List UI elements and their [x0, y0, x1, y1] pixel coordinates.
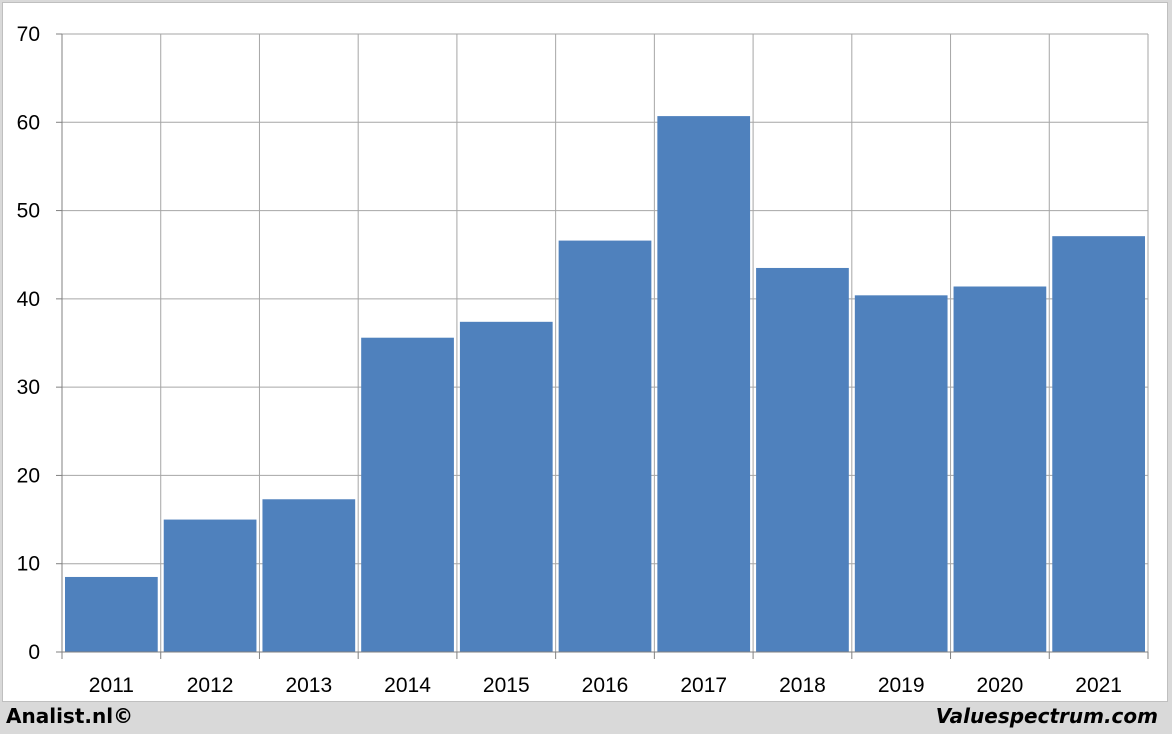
x-tick-label: 2015	[483, 674, 530, 697]
y-tick-label: 30	[17, 376, 40, 399]
y-tick-label: 10	[17, 553, 40, 576]
bar-2019	[854, 295, 948, 652]
y-tick-label: 40	[17, 288, 40, 311]
x-tick-label: 2016	[582, 674, 629, 697]
bar-2016	[558, 240, 652, 653]
x-tick-label: 2021	[1075, 674, 1122, 697]
x-tick-label: 2018	[779, 674, 826, 697]
y-tick-labels: 0 10 20 30 40 50 60 70	[17, 23, 40, 664]
x-tick-label: 2017	[680, 674, 727, 697]
y-tick-label: 50	[17, 200, 40, 223]
footer-source-left: Analist.nl©	[6, 704, 134, 728]
bar-2012	[163, 519, 257, 652]
bar-2020	[953, 286, 1047, 652]
bar-2021	[1052, 236, 1145, 652]
x-tick-label: 2013	[285, 674, 332, 697]
x-tick-label: 2014	[384, 674, 431, 697]
y-tick-label: 20	[17, 464, 40, 487]
bar-2013	[262, 499, 356, 652]
y-tick-label: 70	[17, 23, 40, 46]
axes	[56, 33, 1149, 659]
bar-2014	[361, 337, 454, 652]
bar-2017	[657, 116, 751, 652]
bars	[65, 116, 1145, 653]
bar-2011	[65, 576, 158, 652]
y-tick-label: 60	[17, 111, 40, 134]
y-tick-label: 0	[28, 641, 40, 664]
bar-2015	[459, 321, 553, 652]
footer-source-right: Valuespectrum.com	[935, 704, 1158, 728]
x-tick-label: 2020	[977, 674, 1024, 697]
x-tick-label: 2012	[187, 674, 234, 697]
bar-2018	[756, 267, 849, 652]
x-tick-labels: 2011 2012 2013 2014 2015 2016 2017 2018 2019 2020…	[89, 674, 1122, 697]
x-tick-label: 2011	[89, 674, 134, 697]
x-tick-label: 2019	[878, 674, 925, 697]
